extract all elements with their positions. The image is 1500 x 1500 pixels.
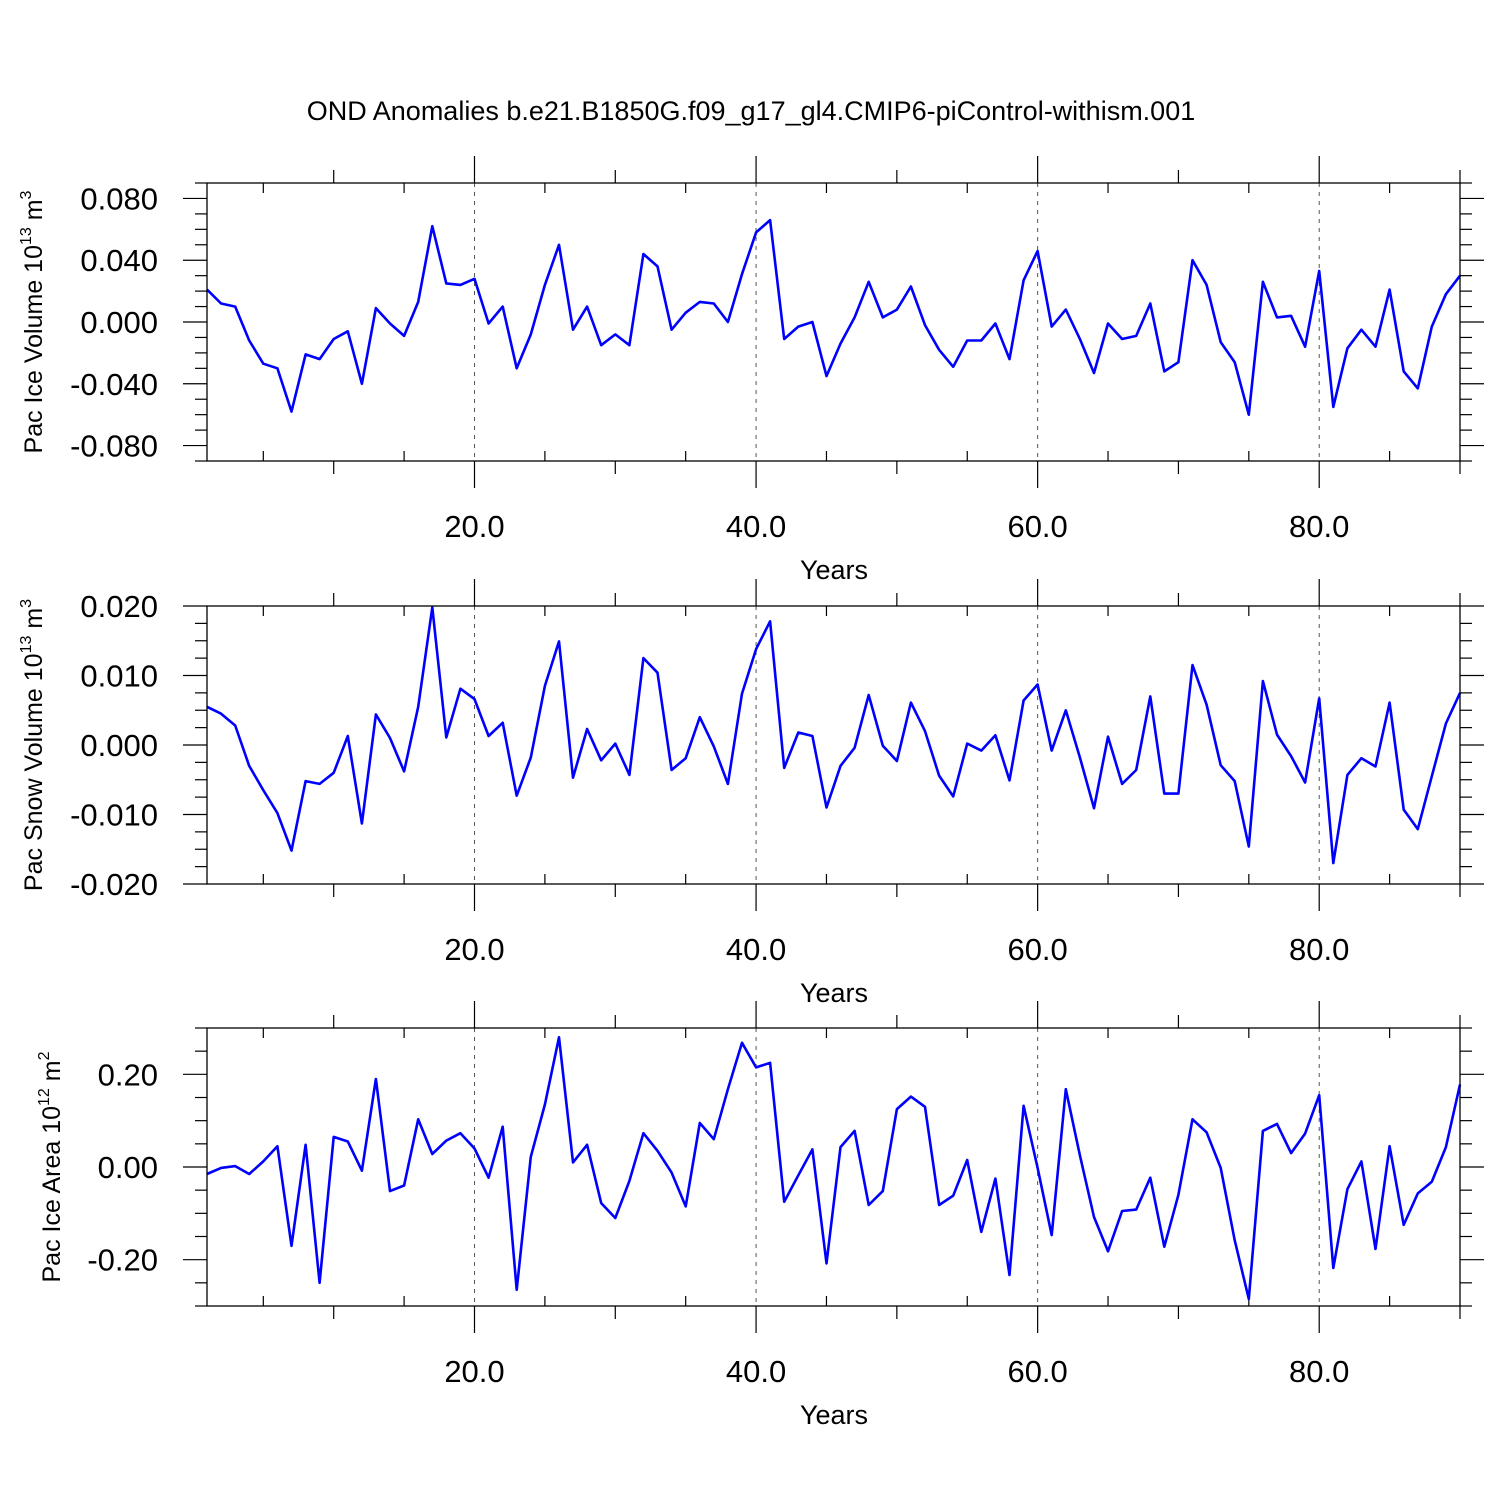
plot-frame (206, 1027, 1461, 1307)
x-tick-label: 40.0 (726, 509, 786, 544)
x-tick-label: 20.0 (444, 932, 504, 967)
x-axis-label: Years (800, 978, 868, 1008)
y-tick-label: -0.020 (70, 867, 158, 902)
y-tick-label: 0.00 (98, 1150, 158, 1185)
y-tick-label: 0.010 (80, 659, 158, 694)
x-tick-label: 60.0 (1007, 932, 1067, 967)
x-axis-label: Years (800, 555, 868, 585)
y-tick-label: 0.000 (80, 728, 158, 763)
x-tick-label: 60.0 (1007, 1354, 1067, 1389)
y-tick-label: 0.080 (80, 181, 158, 216)
plot-frame (206, 605, 1461, 885)
y-tick-label: -0.010 (70, 798, 158, 833)
x-tick-label: 40.0 (726, 1354, 786, 1389)
series-line (206, 218, 1462, 417)
x-tick-label: 60.0 (1007, 509, 1067, 544)
series-line (206, 606, 1462, 865)
y-tick-label: -0.080 (70, 429, 158, 464)
plot-frame (206, 182, 1461, 462)
x-tick-label: 80.0 (1289, 509, 1349, 544)
x-tick-label: 80.0 (1289, 932, 1349, 967)
y-axis-label: Pac Ice Volume 1013 m3 (18, 190, 48, 453)
x-tick-label: 80.0 (1289, 1354, 1349, 1389)
y-tick-label: 0.020 (80, 589, 158, 624)
series-line (206, 1036, 1462, 1301)
chart-panel-3: -0.20 0.00 0.20 20.0 40.0 60.0 80.0 Years Pac Ic… (36, 1001, 1484, 1430)
x-axis-label: Years (800, 1400, 868, 1430)
x-tick-label: 20.0 (444, 1354, 504, 1389)
y-tick-label: -0.20 (87, 1243, 158, 1278)
chart-panel-1: -0.080 -0.040 0.000 0.040 0.080 20.0 40.0 60.0 8… (18, 156, 1484, 585)
chart-title: OND Anomalies b.e21.B1850G.f09_g17_gl4.C… (307, 96, 1195, 126)
x-tick-label: 40.0 (726, 932, 786, 967)
y-tick-label: 0.000 (80, 305, 158, 340)
y-tick-label: 0.040 (80, 243, 158, 278)
x-tick-label: 20.0 (444, 509, 504, 544)
y-tick-label: -0.040 (70, 367, 158, 402)
y-axis-label: Pac Snow Volume 1013 m3 (18, 599, 48, 891)
chart-panel-2: -0.020 -0.010 0.000 0.010 0.020 20.0 40.0 60.0 8… (18, 579, 1484, 1008)
y-axis-label: Pac Ice Area 1012 m2 (36, 1051, 66, 1282)
y-tick-label: 0.20 (98, 1057, 158, 1092)
